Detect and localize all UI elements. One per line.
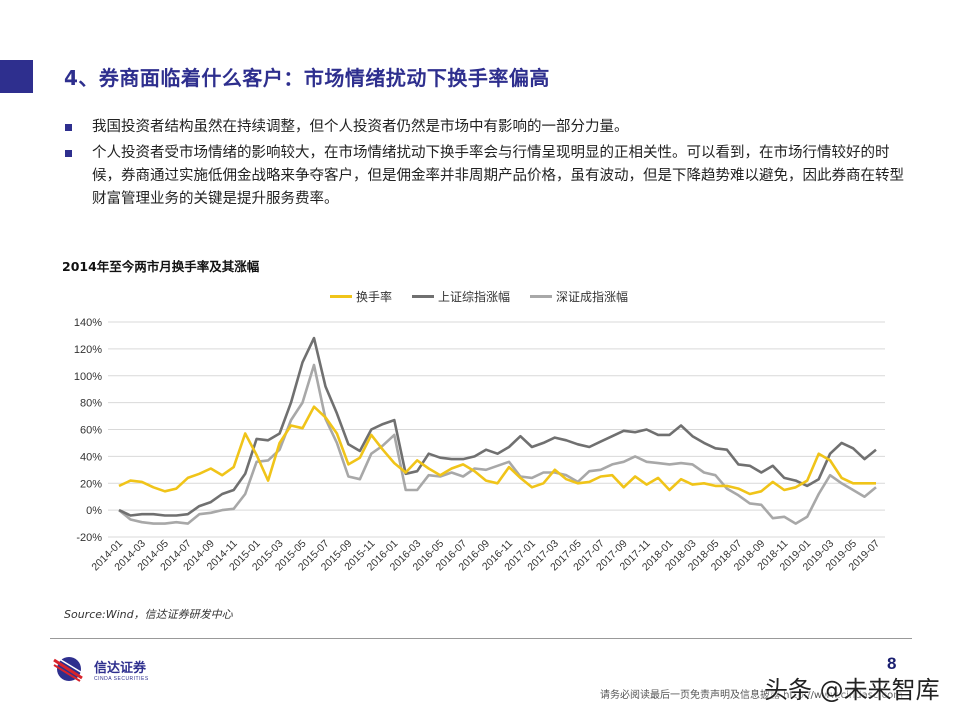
chart-title: 2014年至今两市月换手率及其涨幅	[62, 259, 260, 274]
source-note: Source:Wind，信达证券研发中心	[64, 608, 233, 621]
cinda-logo-icon	[53, 656, 85, 682]
logo-english-name: CINDA SECURITIES	[94, 675, 149, 682]
y-tick-label: 40%	[80, 451, 102, 463]
y-tick-label: 60%	[80, 425, 102, 437]
bullet-list: 我国投资者结构虽然在持续调整，但个人投资者仍然是市场中有影响的一部分力量。 个人…	[64, 116, 914, 214]
page-title: 4、券商面临着什么客户：市场情绪扰动下换手率偏高	[64, 66, 550, 90]
y-tick-label: 20%	[80, 478, 102, 490]
footer-divider	[50, 638, 912, 639]
legend-swatch	[330, 295, 352, 298]
legend-label: 换手率	[356, 290, 393, 304]
y-tick-label: -20%	[76, 532, 102, 544]
y-tick-label: 0%	[86, 505, 102, 517]
legend-label: 上证综指涨幅	[438, 290, 511, 304]
legend-swatch	[412, 295, 435, 298]
logo-chinese-name: 信达证券	[94, 660, 147, 676]
bullet-text: 个人投资者受市场情绪的影响较大，在市场情绪扰动下换手率会与行情呈现明显的正相关性…	[92, 145, 904, 207]
y-tick-label: 80%	[80, 398, 102, 410]
bullet-item: 我国投资者结构虽然在持续调整，但个人投资者仍然是市场中有影响的一部分力量。	[64, 116, 914, 139]
legend-item-shanghai: 上证综指涨幅	[412, 288, 510, 305]
bullet-text: 我国投资者结构虽然在持续调整，但个人投资者仍然是市场中有影响的一部分力量。	[92, 119, 629, 135]
bullet-square-icon	[65, 150, 72, 157]
page-number: 8	[887, 654, 897, 673]
legend-item-turnover: 换手率	[330, 288, 392, 305]
company-logo: 信达证券 CINDA SECURITIES	[52, 656, 149, 682]
title-accent-block	[0, 60, 33, 93]
legend-item-shenzhen: 深证成指涨幅	[530, 288, 628, 305]
legend-label: 深证成指涨幅	[556, 290, 629, 304]
y-tick-label: 100%	[74, 371, 102, 383]
series-line	[118, 336, 877, 517]
bullet-item: 个人投资者受市场情绪的影响较大，在市场情绪扰动下换手率会与行情呈现明显的正相关性…	[64, 142, 914, 211]
y-tick-label: 140%	[74, 317, 102, 329]
disclaimer-text: 请务必阅读最后一页免责声明及信息披露 http://www.cindasc.co…	[600, 690, 903, 701]
watermark: 头条 @未来智库	[764, 676, 940, 704]
chart-legend: 换手率 上证综指涨幅 深证成指涨幅	[330, 288, 628, 305]
y-tick-label: 120%	[74, 344, 102, 356]
legend-swatch	[530, 295, 553, 298]
series-line	[118, 405, 876, 496]
bullet-square-icon	[65, 124, 72, 131]
series-line	[118, 363, 877, 525]
